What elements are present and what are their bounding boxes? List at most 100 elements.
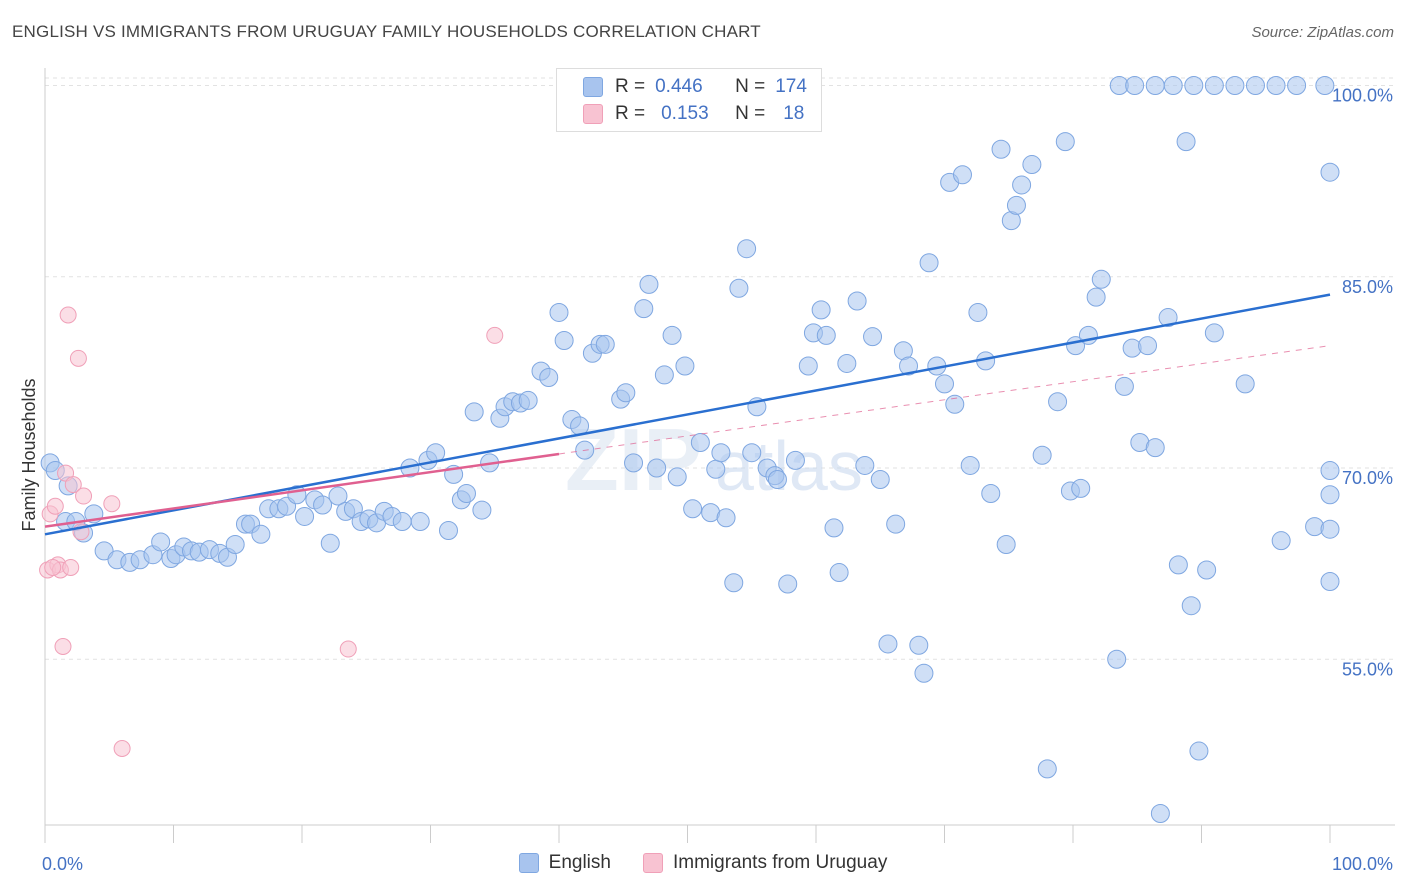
n-label: N = <box>735 76 766 97</box>
english-point <box>690 433 710 452</box>
english-point <box>870 469 890 489</box>
english-point <box>1271 531 1291 551</box>
english-point <box>1145 438 1165 458</box>
r-label: R = <box>615 76 646 97</box>
english-trend-line <box>44 293 1331 536</box>
n-label: N = <box>735 103 766 124</box>
english-point <box>1006 195 1026 215</box>
english-point <box>1158 308 1178 328</box>
uruguay-n-value: 18 <box>783 103 805 124</box>
uruguay-point <box>69 349 87 367</box>
english-point <box>662 325 682 345</box>
uruguay-point <box>54 638 72 655</box>
english-point <box>675 356 695 376</box>
english-point <box>1320 485 1340 505</box>
english-point <box>1138 336 1158 356</box>
english-point <box>1150 804 1170 824</box>
english-swatch <box>583 77 603 97</box>
x-tick-label-left: 0.0% <box>42 854 83 874</box>
english-point <box>1163 76 1183 95</box>
english-point <box>639 274 659 294</box>
english-point <box>549 302 569 322</box>
english-point <box>1071 478 1091 498</box>
english-point <box>742 443 762 463</box>
english-point <box>647 458 667 478</box>
uruguay-point <box>486 326 504 344</box>
uruguay-trend-extension <box>558 345 1331 455</box>
data-points <box>39 76 1340 824</box>
english-point <box>1032 445 1052 465</box>
english-point <box>1315 76 1335 95</box>
english-point <box>624 453 644 473</box>
english-point <box>1225 76 1245 95</box>
stats-legend: R = 0.446 N = 174 R = 0.153 N = 18 <box>556 68 822 132</box>
english-point <box>1086 287 1106 307</box>
english-point <box>785 450 805 470</box>
english-point <box>1181 596 1201 616</box>
english-point <box>1168 555 1188 575</box>
english-point <box>438 520 458 540</box>
english-point <box>1245 76 1265 95</box>
english-point <box>616 383 636 403</box>
english-point <box>863 327 883 347</box>
english-point <box>767 469 787 489</box>
english-point <box>855 455 875 475</box>
english-point <box>952 165 972 185</box>
english-point <box>554 331 574 350</box>
english-point <box>1022 155 1042 175</box>
english-point <box>1055 132 1075 152</box>
english-point <box>225 535 245 554</box>
english-point <box>991 139 1011 159</box>
english-point <box>1114 376 1134 396</box>
axis-labels: 100.0% 85.0% 70.0% 55.0% 0.0% 100.0% Family Ho… <box>19 86 1393 875</box>
x-tick-label-right: 100.0% <box>1332 854 1393 874</box>
english-point <box>711 443 731 463</box>
english-point <box>1037 759 1057 779</box>
english-point <box>1107 649 1127 669</box>
uruguay-point <box>64 476 82 494</box>
r-label: R = <box>615 103 646 124</box>
y-axis-label: Family Households <box>19 378 39 531</box>
english-point <box>464 402 484 422</box>
english-point <box>634 299 654 319</box>
english-point <box>1235 374 1255 394</box>
english-point <box>472 500 492 520</box>
english-point <box>667 467 687 487</box>
chart-title: ENGLISH VS IMMIGRANTS FROM URUGUAY FAMIL… <box>12 22 761 41</box>
english-point <box>829 563 849 583</box>
english-point <box>1012 175 1032 195</box>
english-point <box>816 325 836 345</box>
english-point <box>945 394 965 414</box>
english-point <box>392 512 412 532</box>
english-point <box>960 455 980 475</box>
english-point <box>683 499 703 519</box>
uruguay-point <box>113 740 131 757</box>
english-point <box>798 356 818 376</box>
english-point <box>886 514 906 534</box>
english-point <box>1189 741 1209 761</box>
english-point <box>410 512 430 532</box>
y-tick-label: 85.0% <box>1342 277 1393 297</box>
english-point <box>1091 269 1111 289</box>
trend-lines <box>44 293 1331 536</box>
english-point <box>1048 392 1068 412</box>
english-point <box>1320 162 1340 182</box>
legend-item-english: English <box>518 852 611 874</box>
english-point <box>251 524 271 544</box>
english-point <box>706 459 726 479</box>
grid-lines <box>45 77 1395 660</box>
uruguay-point <box>75 487 93 505</box>
english-point <box>1204 76 1224 95</box>
english-point <box>909 635 929 655</box>
uruguay-point <box>103 495 121 513</box>
uruguay-legend-swatch <box>642 853 663 873</box>
english-r-value: 0.446 <box>655 76 703 97</box>
bottom-legend: English Immigrants from Uruguay <box>0 852 1406 874</box>
english-point <box>878 634 898 654</box>
english-legend-swatch <box>518 853 539 873</box>
english-point <box>716 508 736 528</box>
english-point <box>1204 323 1224 343</box>
english-point <box>778 574 798 594</box>
english-point <box>539 367 559 387</box>
